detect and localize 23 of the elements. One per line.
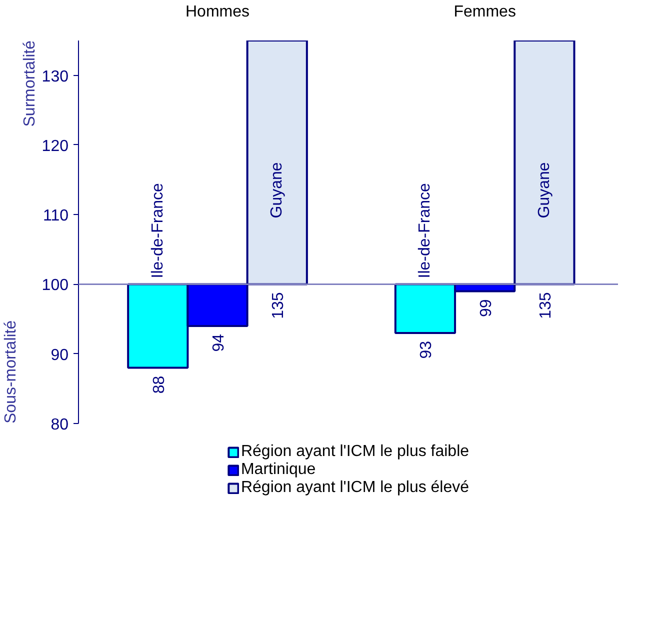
y-tick-label: 100 <box>42 277 69 294</box>
data-label: 94 <box>210 334 228 352</box>
y-tick-label: 130 <box>42 68 69 86</box>
legend-label: Région ayant l'ICM le plus faible <box>240 443 470 461</box>
x-tick-label: Femmes <box>454 4 516 20</box>
annotation: Guyane <box>268 162 286 218</box>
y-tick-label: 80 <box>50 416 69 434</box>
annotation: Guyane <box>536 162 553 218</box>
data-label: 135 <box>270 292 288 319</box>
x-tick-label: Hommes <box>186 4 250 20</box>
y-tick-label: 110 <box>42 208 69 225</box>
data-label: 93 <box>418 340 436 359</box>
data-label: 135 <box>537 292 554 319</box>
legend-label: Région ayant l'ICM le plus élevé <box>240 479 470 497</box>
data-label: 88 <box>150 376 168 394</box>
legend-label: Martinique <box>240 461 316 479</box>
text: Sous-mortalité <box>2 320 20 424</box>
y-tick-label: 120 <box>42 138 69 155</box>
annotation: Ile-de-France <box>149 182 166 278</box>
data-label: 99 <box>478 299 495 317</box>
y-tick-label: 90 <box>50 346 69 364</box>
y-axis-title: Surmortalité <box>22 40 38 127</box>
annotation: Ile-de-France <box>416 182 434 278</box>
